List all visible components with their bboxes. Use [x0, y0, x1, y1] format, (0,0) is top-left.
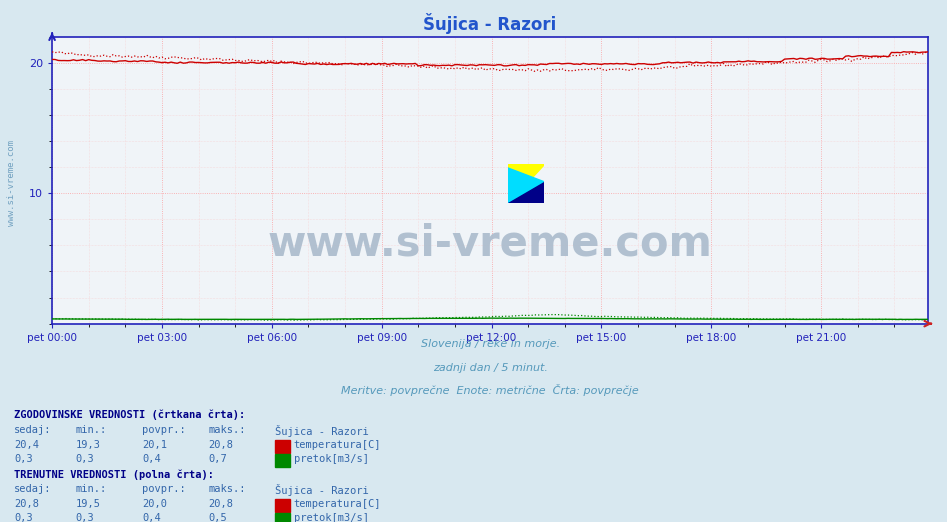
Text: 19,3: 19,3 [76, 440, 100, 449]
Text: 0,3: 0,3 [14, 454, 33, 464]
Text: 20,8: 20,8 [208, 499, 233, 508]
Text: pretok[m3/s]: pretok[m3/s] [294, 454, 368, 464]
Text: sedaj:: sedaj: [14, 425, 52, 435]
Text: 0,4: 0,4 [142, 513, 161, 522]
Text: 20,4: 20,4 [14, 440, 39, 449]
Text: 19,5: 19,5 [76, 499, 100, 508]
Text: temperatura[C]: temperatura[C] [294, 499, 381, 508]
Text: maks.:: maks.: [208, 484, 246, 494]
Text: www.si-vreme.com: www.si-vreme.com [7, 140, 16, 226]
Text: 20,8: 20,8 [208, 440, 233, 449]
Text: 0,3: 0,3 [76, 513, 95, 522]
Text: Šujica - Razori: Šujica - Razori [275, 484, 368, 496]
Text: 20,0: 20,0 [142, 499, 167, 508]
Text: ZGODOVINSKE VREDNOSTI (črtkana črta):: ZGODOVINSKE VREDNOSTI (črtkana črta): [14, 410, 245, 420]
Title: Šujica - Razori: Šujica - Razori [423, 13, 557, 33]
Text: Slovenija / reke in morje.: Slovenija / reke in morje. [420, 339, 560, 349]
Text: 0,7: 0,7 [208, 454, 227, 464]
Text: www.si-vreme.com: www.si-vreme.com [268, 222, 712, 264]
Text: 20,1: 20,1 [142, 440, 167, 449]
Text: Šujica - Razori: Šujica - Razori [275, 425, 368, 437]
Text: Meritve: povprečne  Enote: metrične  Črta: povprečje: Meritve: povprečne Enote: metrične Črta:… [341, 384, 639, 396]
Text: pretok[m3/s]: pretok[m3/s] [294, 513, 368, 522]
Polygon shape [508, 164, 544, 203]
Text: min.:: min.: [76, 425, 107, 435]
Text: povpr.:: povpr.: [142, 484, 186, 494]
Text: 20,8: 20,8 [14, 499, 39, 508]
Text: povpr.:: povpr.: [142, 425, 186, 435]
Text: zadnji dan / 5 minut.: zadnji dan / 5 minut. [433, 363, 547, 373]
Text: 0,4: 0,4 [142, 454, 161, 464]
Text: TRENUTNE VREDNOSTI (polna črta):: TRENUTNE VREDNOSTI (polna črta): [14, 470, 214, 480]
Text: sedaj:: sedaj: [14, 484, 52, 494]
Text: 0,3: 0,3 [14, 513, 33, 522]
Text: temperatura[C]: temperatura[C] [294, 440, 381, 449]
Text: 0,5: 0,5 [208, 513, 227, 522]
Text: 0,3: 0,3 [76, 454, 95, 464]
Polygon shape [508, 182, 544, 203]
Polygon shape [508, 168, 544, 203]
Text: min.:: min.: [76, 484, 107, 494]
Text: maks.:: maks.: [208, 425, 246, 435]
